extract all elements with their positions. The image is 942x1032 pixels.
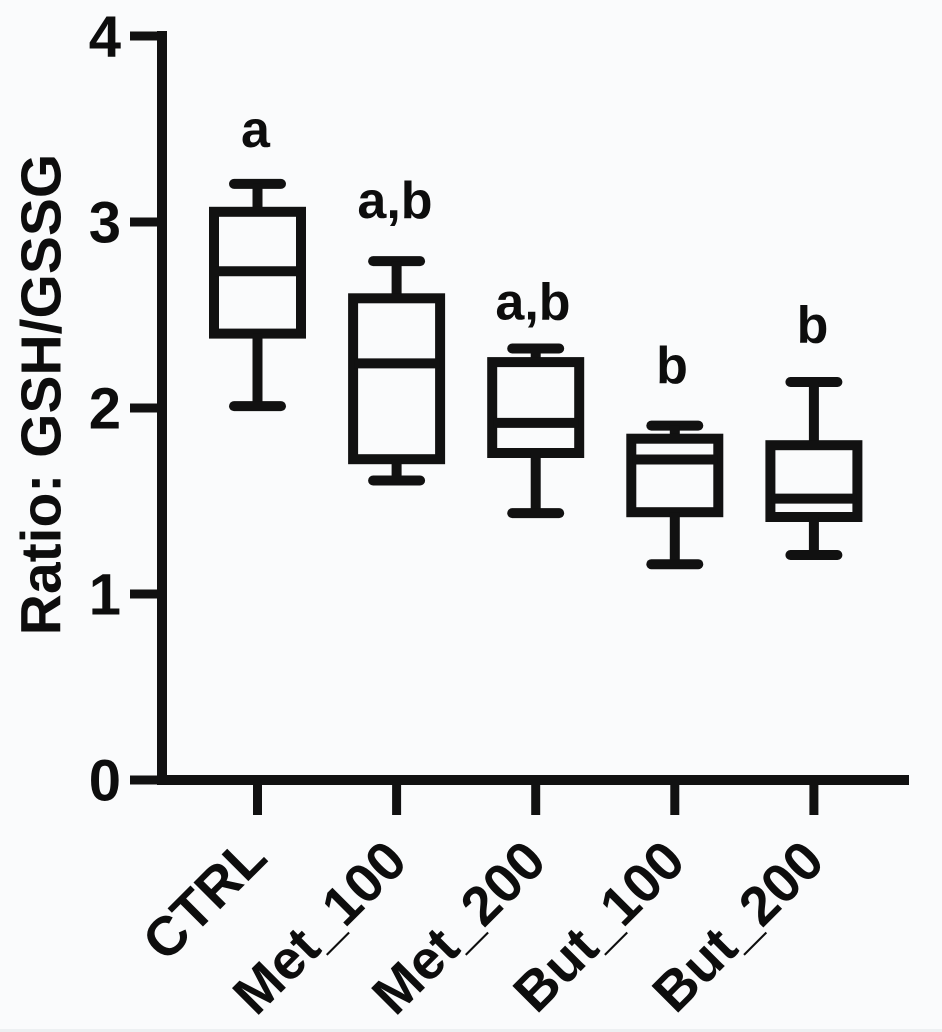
svg-text:2: 2 — [89, 377, 121, 442]
svg-text:Ratio: GSH/GSSG: Ratio: GSH/GSSG — [10, 154, 74, 635]
svg-text:a,b: a,b — [357, 172, 432, 230]
svg-text:3: 3 — [89, 191, 121, 256]
svg-text:b: b — [656, 337, 688, 395]
svg-text:a: a — [241, 101, 271, 159]
svg-text:4: 4 — [89, 5, 121, 70]
svg-text:0: 0 — [89, 749, 121, 814]
svg-text:a,b: a,b — [495, 274, 570, 332]
svg-text:b: b — [797, 297, 829, 355]
svg-text:1: 1 — [89, 563, 121, 628]
